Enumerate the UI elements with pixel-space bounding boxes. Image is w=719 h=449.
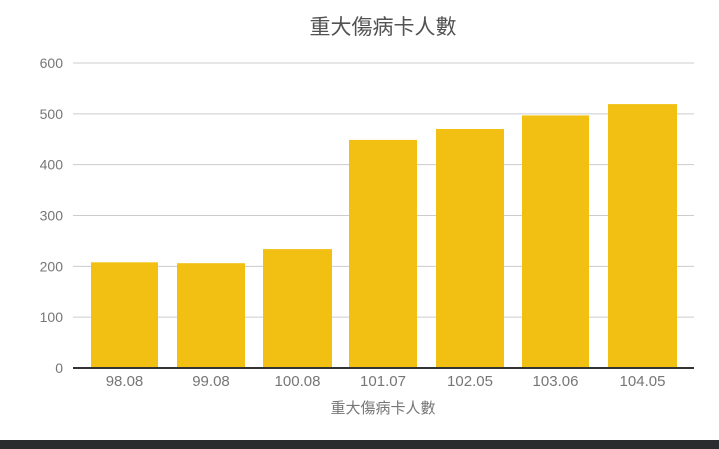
svg-text:300: 300 [40, 208, 64, 224]
svg-text:103.06: 103.06 [533, 373, 579, 390]
svg-text:200: 200 [40, 258, 64, 274]
svg-text:100: 100 [40, 309, 64, 325]
svg-text:500: 500 [40, 106, 64, 122]
svg-text:99.08: 99.08 [192, 373, 230, 390]
svg-text:重大傷病卡人數: 重大傷病卡人數 [310, 16, 457, 39]
svg-text:600: 600 [40, 55, 64, 71]
svg-text:重大傷病卡人數: 重大傷病卡人數 [330, 400, 435, 417]
svg-text:102.05: 102.05 [447, 373, 493, 390]
svg-text:101.07: 101.07 [360, 373, 406, 390]
svg-text:98.08: 98.08 [106, 373, 144, 390]
svg-text:104.05: 104.05 [620, 373, 666, 390]
svg-text:400: 400 [40, 157, 64, 173]
svg-text:0: 0 [55, 360, 63, 376]
svg-text:100.08: 100.08 [275, 373, 321, 390]
